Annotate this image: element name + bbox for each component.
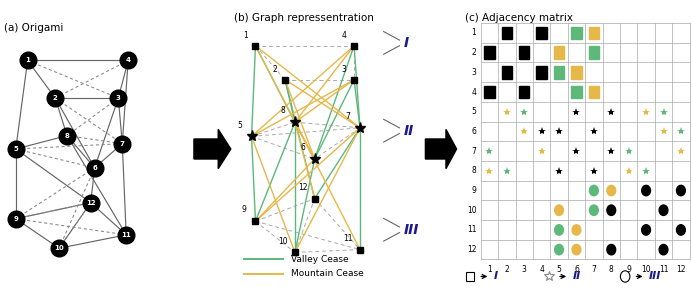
Bar — [589, 27, 599, 39]
Text: 12: 12 — [676, 265, 686, 274]
Bar — [536, 27, 547, 39]
Text: II: II — [572, 271, 581, 282]
Text: I: I — [403, 36, 408, 50]
Text: 10: 10 — [467, 206, 476, 215]
Bar — [571, 66, 582, 79]
Text: II: II — [403, 124, 414, 138]
Text: 10: 10 — [278, 237, 288, 246]
Bar — [466, 272, 473, 281]
Text: 6: 6 — [471, 127, 476, 136]
Text: Valley Cease: Valley Cease — [291, 255, 349, 264]
Text: 1: 1 — [472, 28, 476, 38]
Text: 5: 5 — [13, 146, 18, 152]
Bar — [484, 46, 495, 59]
Text: 3: 3 — [342, 65, 347, 74]
Circle shape — [555, 244, 563, 255]
FancyArrow shape — [426, 129, 457, 169]
Bar — [536, 66, 547, 79]
Circle shape — [607, 205, 616, 215]
Text: 2: 2 — [53, 95, 57, 101]
Text: 3: 3 — [116, 95, 121, 101]
Text: III: III — [649, 271, 662, 282]
Circle shape — [607, 244, 616, 255]
Text: 7: 7 — [592, 265, 597, 274]
Circle shape — [607, 185, 616, 196]
Text: 3: 3 — [522, 265, 527, 274]
Text: 10: 10 — [54, 245, 64, 251]
Text: 8: 8 — [64, 133, 69, 139]
Text: 12: 12 — [298, 183, 307, 192]
Text: 8: 8 — [609, 265, 614, 274]
Circle shape — [572, 244, 581, 255]
Text: 7: 7 — [471, 147, 476, 156]
Text: III: III — [403, 223, 419, 237]
Circle shape — [677, 225, 685, 235]
Text: 4: 4 — [126, 58, 131, 63]
Text: 2: 2 — [504, 265, 509, 274]
Text: 9: 9 — [13, 216, 18, 222]
Bar — [571, 27, 582, 39]
Text: 12: 12 — [467, 245, 476, 254]
Bar — [589, 86, 599, 98]
Text: 9: 9 — [626, 265, 631, 274]
Text: 2: 2 — [472, 48, 476, 57]
Text: 9: 9 — [471, 186, 476, 195]
Circle shape — [641, 225, 650, 235]
Bar — [554, 46, 564, 59]
Text: 11: 11 — [659, 265, 668, 274]
Bar — [571, 86, 582, 98]
Text: I: I — [494, 271, 498, 282]
Text: 3: 3 — [471, 68, 476, 77]
Text: 4: 4 — [539, 265, 544, 274]
Text: 8: 8 — [472, 166, 476, 175]
Text: 11: 11 — [343, 234, 353, 243]
Text: 8: 8 — [281, 106, 286, 115]
Text: 4: 4 — [342, 31, 347, 40]
Text: 5: 5 — [237, 120, 242, 130]
Bar — [554, 66, 564, 79]
Text: 2: 2 — [273, 65, 277, 74]
Text: (a) Origami: (a) Origami — [4, 23, 64, 33]
Bar — [484, 86, 495, 98]
Text: (c) Adjacency matrix: (c) Adjacency matrix — [465, 13, 573, 23]
Text: (b) Graph repressentration: (b) Graph repressentration — [234, 13, 374, 23]
FancyArrow shape — [194, 129, 231, 169]
Text: 4: 4 — [471, 88, 476, 97]
Text: 1: 1 — [244, 31, 248, 40]
Text: 7: 7 — [346, 112, 351, 121]
Text: 5: 5 — [556, 265, 561, 274]
Text: 7: 7 — [120, 141, 125, 147]
Text: 10: 10 — [641, 265, 651, 274]
Circle shape — [590, 205, 599, 215]
Bar — [519, 86, 529, 98]
Bar — [502, 27, 512, 39]
Circle shape — [555, 225, 563, 235]
Text: 9: 9 — [242, 205, 246, 215]
Circle shape — [677, 185, 685, 196]
Bar — [519, 46, 529, 59]
Circle shape — [555, 205, 563, 215]
Text: 6: 6 — [300, 143, 305, 152]
Circle shape — [572, 225, 581, 235]
Bar — [589, 46, 599, 59]
Text: 1: 1 — [25, 58, 30, 63]
Text: 6: 6 — [574, 265, 579, 274]
Text: 1: 1 — [487, 265, 492, 274]
Text: 11: 11 — [121, 232, 131, 238]
Text: 11: 11 — [467, 225, 476, 235]
Text: 5: 5 — [471, 107, 476, 116]
Circle shape — [659, 205, 668, 215]
Circle shape — [659, 244, 668, 255]
Text: Mountain Cease: Mountain Cease — [291, 269, 364, 278]
Text: 12: 12 — [86, 200, 95, 206]
Text: 6: 6 — [92, 165, 97, 171]
Circle shape — [641, 185, 650, 196]
Bar — [502, 66, 512, 79]
Circle shape — [590, 185, 599, 196]
